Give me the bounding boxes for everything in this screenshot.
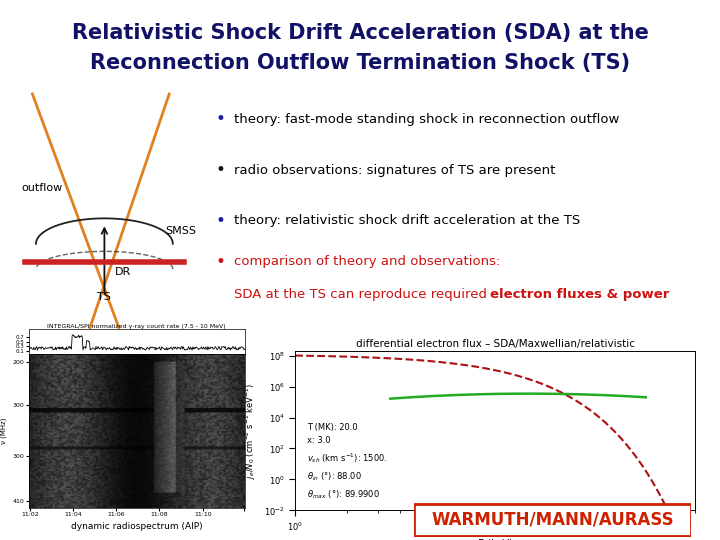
Y-axis label: $j_e/N_0\ \rm(cm^{-2}\ s^{-1}\ keV^{-1})$: $j_e/N_0\ \rm(cm^{-2}\ s^{-1}\ keV^{-1})… [244, 383, 258, 478]
X-axis label: dynamic radiospectrum (AIP): dynamic radiospectrum (AIP) [71, 522, 202, 531]
Text: DR: DR [115, 267, 132, 276]
Text: comparison of theory and observations:: comparison of theory and observations: [234, 255, 500, 268]
Text: theory: relativistic shock drift acceleration at the TS: theory: relativistic shock drift acceler… [234, 214, 580, 227]
Text: electron fluxes & power: electron fluxes & power [490, 288, 669, 301]
Text: SDA at the TS can reproduce required: SDA at the TS can reproduce required [234, 288, 491, 301]
FancyBboxPatch shape [414, 504, 691, 536]
Title: INTEGRAL/SPI normalized γ-ray count rate (7.5 - 10 MeV): INTEGRAL/SPI normalized γ-ray count rate… [48, 324, 226, 329]
Text: WARMUTH/MANN/AURASS: WARMUTH/MANN/AURASS [431, 511, 674, 529]
Text: Relativistic Shock Drift Acceleration (SDA) at the: Relativistic Shock Drift Acceleration (S… [71, 23, 649, 43]
Text: SMSS: SMSS [166, 226, 197, 236]
Text: TS: TS [97, 292, 112, 302]
Text: theory: fast-mode standing shock in reconnection outflow: theory: fast-mode standing shock in reco… [234, 113, 619, 126]
Text: outflow: outflow [22, 183, 63, 193]
Text: •: • [216, 212, 226, 230]
Text: Reconnection Outflow Termination Shock (TS): Reconnection Outflow Termination Shock (… [90, 53, 630, 73]
Text: radio observations: signatures of TS are present: radio observations: signatures of TS are… [234, 164, 555, 177]
Y-axis label: ν (MHz): ν (MHz) [1, 417, 7, 444]
X-axis label: E (keV): E (keV) [477, 539, 513, 540]
Text: •: • [216, 161, 226, 179]
Text: •: • [216, 110, 226, 129]
Text: •: • [216, 253, 226, 271]
Title: differential electron flux – SDA/Maxwellian/relativistic: differential electron flux – SDA/Maxwell… [356, 339, 634, 349]
Text: T (MK): 20.0
x: 3.0
$v_{sh}$ (km s$^{-1}$): 1500.
$\theta_{in}$ (°): 88.00
$\the: T (MK): 20.0 x: 3.0 $v_{sh}$ (km s$^{-1}… [307, 423, 388, 501]
